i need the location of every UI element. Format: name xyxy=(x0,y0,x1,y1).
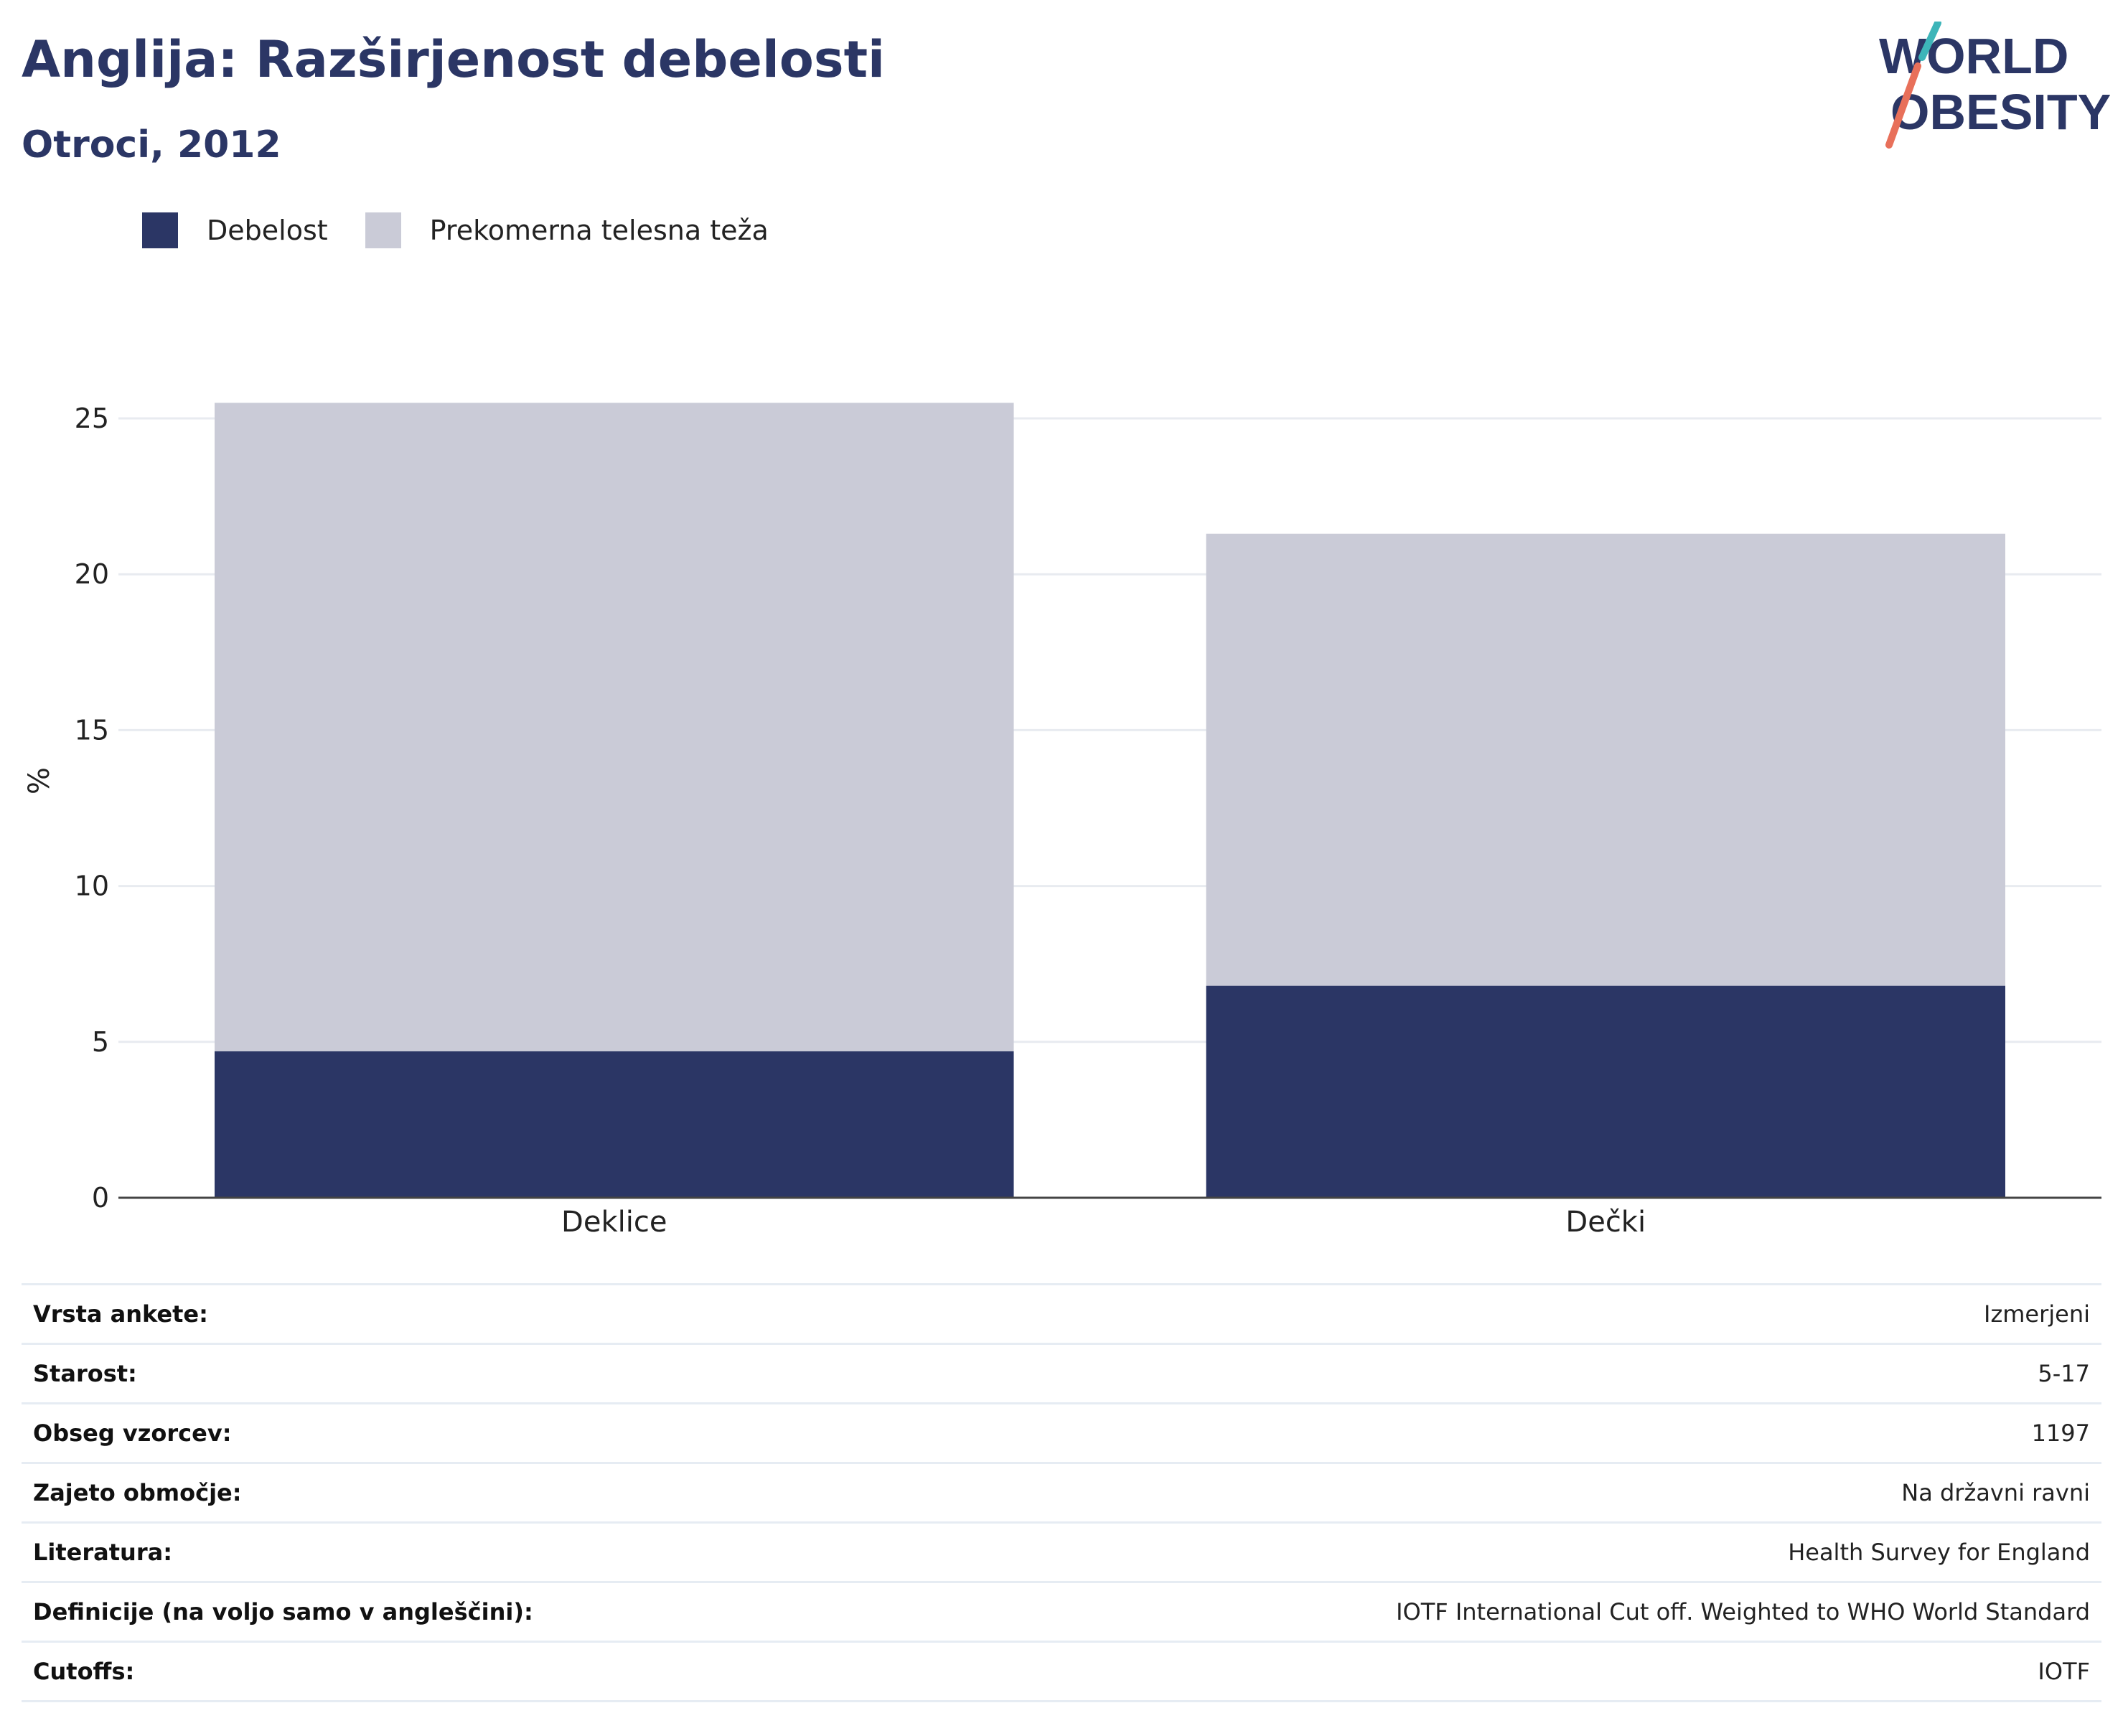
legend-label-debelost: Debelost xyxy=(207,215,328,246)
y-tick-label: 20 xyxy=(75,558,109,590)
info-key: Cutoffs: xyxy=(33,1658,135,1685)
bar-prekomerna xyxy=(1206,533,2005,986)
info-value: 1197 xyxy=(2031,1420,2090,1447)
info-value: 5-17 xyxy=(2038,1360,2090,1387)
y-axis-label: % xyxy=(23,767,56,794)
info-key: Vrsta ankete: xyxy=(33,1300,208,1328)
info-row: Literatura: Health Survey for England xyxy=(22,1523,2101,1582)
y-tick-label: 5 xyxy=(92,1026,109,1058)
legend-swatch-debelost xyxy=(142,212,178,248)
info-value: IOTF xyxy=(2038,1658,2090,1685)
logo-line2: OBESITY xyxy=(1890,84,2110,140)
x-tick-label: Dečki xyxy=(1565,1206,1646,1239)
bar-debelost xyxy=(1206,985,2005,1198)
x-tick-label: Deklice xyxy=(561,1206,667,1239)
logo-line1: WORLD xyxy=(1879,28,2068,84)
info-key: Starost: xyxy=(33,1360,137,1387)
info-row: Zajeto območje: Na državni ravni xyxy=(22,1463,2101,1523)
info-value: Izmerjeni xyxy=(1984,1300,2090,1328)
y-tick-label: 10 xyxy=(75,871,109,902)
info-value: IOTF International Cut off. Weighted to … xyxy=(1396,1598,2090,1625)
stacked-bar-chart: 0 5 10 15 20 25% Deklice Dečki xyxy=(23,403,2101,1239)
info-key: Definicije (na voljo samo v angleščini): xyxy=(33,1598,533,1625)
legend-item-prekomerna[interactable]: Prekomerna telesna teža xyxy=(365,212,769,248)
survey-info-table: Vrsta ankete: Izmerjeni Starost: 5-17 Obseg … xyxy=(22,1283,2101,1702)
info-value: Na državni ravni xyxy=(1901,1479,2090,1506)
page-title: Anglija: Razširjenost debelosti xyxy=(22,30,886,89)
info-value: Health Survey for England xyxy=(1788,1539,2090,1566)
info-row: Vrsta ankete: Izmerjeni xyxy=(22,1284,2101,1344)
legend-swatch-prekomerna xyxy=(365,212,401,248)
y-tick-label: 15 xyxy=(75,714,109,746)
info-row: Definicije (na voljo samo v angleščini):… xyxy=(22,1582,2101,1642)
y-tick-label: 0 xyxy=(92,1182,109,1214)
chart-legend: Debelost Prekomerna telesna teža xyxy=(142,212,806,248)
bar-prekomerna xyxy=(215,403,1014,1051)
info-key: Obseg vzorcev: xyxy=(33,1420,232,1447)
y-tick-label: 25 xyxy=(75,403,109,434)
info-row: Obseg vzorcev: 1197 xyxy=(22,1404,2101,1463)
bar-debelost xyxy=(215,1051,1014,1198)
legend-item-debelost[interactable]: Debelost xyxy=(142,212,328,248)
page-subtitle: Otroci, 2012 xyxy=(22,123,281,166)
info-key: Literatura: xyxy=(33,1539,172,1566)
info-row: Starost: 5-17 xyxy=(22,1344,2101,1404)
info-key: Zajeto območje: xyxy=(33,1479,242,1506)
info-row: Cutoffs: IOTF xyxy=(22,1642,2101,1702)
world-obesity-logo: WORLD OBESITY xyxy=(1879,22,2110,149)
legend-label-prekomerna: Prekomerna telesna teža xyxy=(429,215,769,246)
